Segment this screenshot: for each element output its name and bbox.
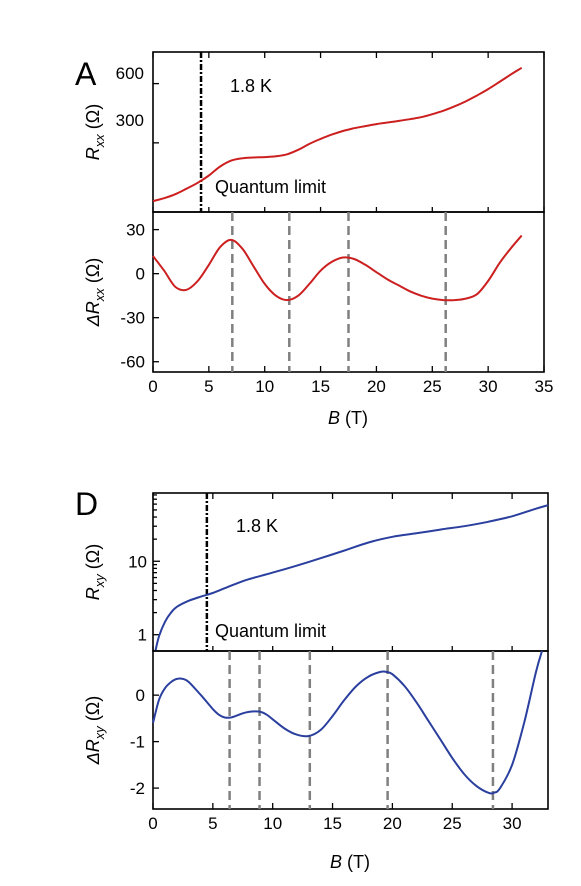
series-line-rxy <box>154 504 549 652</box>
ylabel-unit: (Ω) <box>83 696 103 726</box>
oscillation-dashed-lines <box>228 651 495 809</box>
upper-plot-frame <box>152 51 545 213</box>
xlabel-unit: (T) <box>342 852 370 872</box>
lower-y-axis-title: ΔRxy (Ω) <box>83 696 107 766</box>
x-tick-label: 30 <box>479 377 498 396</box>
ylabel-subscript: xx <box>92 134 107 149</box>
x-tick-label: 20 <box>367 377 386 396</box>
ylabel-symbol: R <box>83 301 103 314</box>
temperature-label: 1.8 K <box>236 516 278 536</box>
upper-y-axis-title: Rxx (Ω) <box>83 104 107 160</box>
y-tick-label: -2 <box>130 779 145 798</box>
ylabel-symbol: R <box>83 587 103 600</box>
x-axis-title: B (T) <box>330 852 370 872</box>
xlabel-symbol: B <box>330 852 342 872</box>
series-line-rxx <box>152 66 523 203</box>
quantum-limit-label: Quantum limit <box>215 621 326 641</box>
ylabel-delta: Δ <box>83 752 103 765</box>
ylabel-unit: (Ω) <box>83 104 103 134</box>
x-axis-title: B (T) <box>328 408 368 428</box>
x-tick-label: 15 <box>323 814 342 833</box>
x-tick-label: 25 <box>423 377 442 396</box>
x-tick-label: 0 <box>148 814 157 833</box>
x-axis-ticks: 0 5 10 15 20 25 30 <box>148 493 522 833</box>
ylabel-subscript: xy <box>92 573 107 589</box>
lower-y-axis-title: ΔRxx (Ω) <box>83 258 107 328</box>
ylabel-unit: (Ω) <box>83 544 103 574</box>
xlabel-unit: (T) <box>340 408 368 428</box>
quantum-limit-label: Quantum limit <box>215 177 326 197</box>
panel-letter: A <box>75 56 97 92</box>
y-tick-label: -30 <box>120 309 145 328</box>
temperature-label: 1.8 K <box>230 76 272 96</box>
y-tick-label: 1 <box>138 626 147 645</box>
upper-y-axis-title: Rxy (Ω) <box>83 544 107 600</box>
y-tick-label: 0 <box>136 686 145 705</box>
x-tick-label: 0 <box>148 377 157 396</box>
x-tick-label: 25 <box>443 814 462 833</box>
x-tick-label: 15 <box>311 377 330 396</box>
ylabel-subscript: xx <box>92 288 107 303</box>
x-tick-label: 5 <box>208 814 217 833</box>
y-tick-label: -60 <box>120 353 145 372</box>
ylabel-subscript: xy <box>92 725 107 741</box>
x-axis-ticks: 0 5 10 15 20 25 30 35 <box>148 52 553 396</box>
ylabel-symbol: R <box>83 147 103 160</box>
lower-plot-frame <box>152 211 545 373</box>
series-line-delta-rxy <box>152 650 543 795</box>
xlabel-symbol: B <box>328 408 340 428</box>
x-tick-label: 10 <box>255 377 274 396</box>
lower-plot-frame <box>152 650 549 810</box>
ylabel-delta: Δ <box>83 314 103 327</box>
ylabel-symbol: R <box>83 739 103 752</box>
x-tick-label: 10 <box>263 814 282 833</box>
y-tick-label: 0 <box>136 265 145 284</box>
x-tick-label: 30 <box>503 814 522 833</box>
x-tick-label: 35 <box>535 377 554 396</box>
panel-a: A 600 300 Rxx (Ω) 1.8 K Quantum limit -6… <box>75 51 553 428</box>
y-tick-label: 30 <box>126 221 145 240</box>
panel-d: D 1 10 Rxy (Ω) 1.8 K Quantum limit -2 -10 … <box>75 486 549 872</box>
series-line-delta-rxx <box>152 234 523 302</box>
upper-y-tick-label: 600 <box>116 64 144 83</box>
panel-letter: D <box>75 486 98 522</box>
x-tick-label: 5 <box>204 377 213 396</box>
upper-y-tick-label: 300 <box>116 111 144 130</box>
x-tick-label: 20 <box>383 814 402 833</box>
y-tick-label: 10 <box>128 552 147 571</box>
lower-y-ticks: -60 -30 0 30 <box>120 221 159 372</box>
lower-y-ticks: -2 -1 0 <box>130 686 159 798</box>
oscillation-dashed-lines <box>231 212 447 372</box>
upper-y-ticks: 1 10 <box>128 494 160 645</box>
y-tick-label: -1 <box>130 733 145 752</box>
upper-plot-frame <box>152 492 549 652</box>
ylabel-unit: (Ω) <box>83 258 103 288</box>
